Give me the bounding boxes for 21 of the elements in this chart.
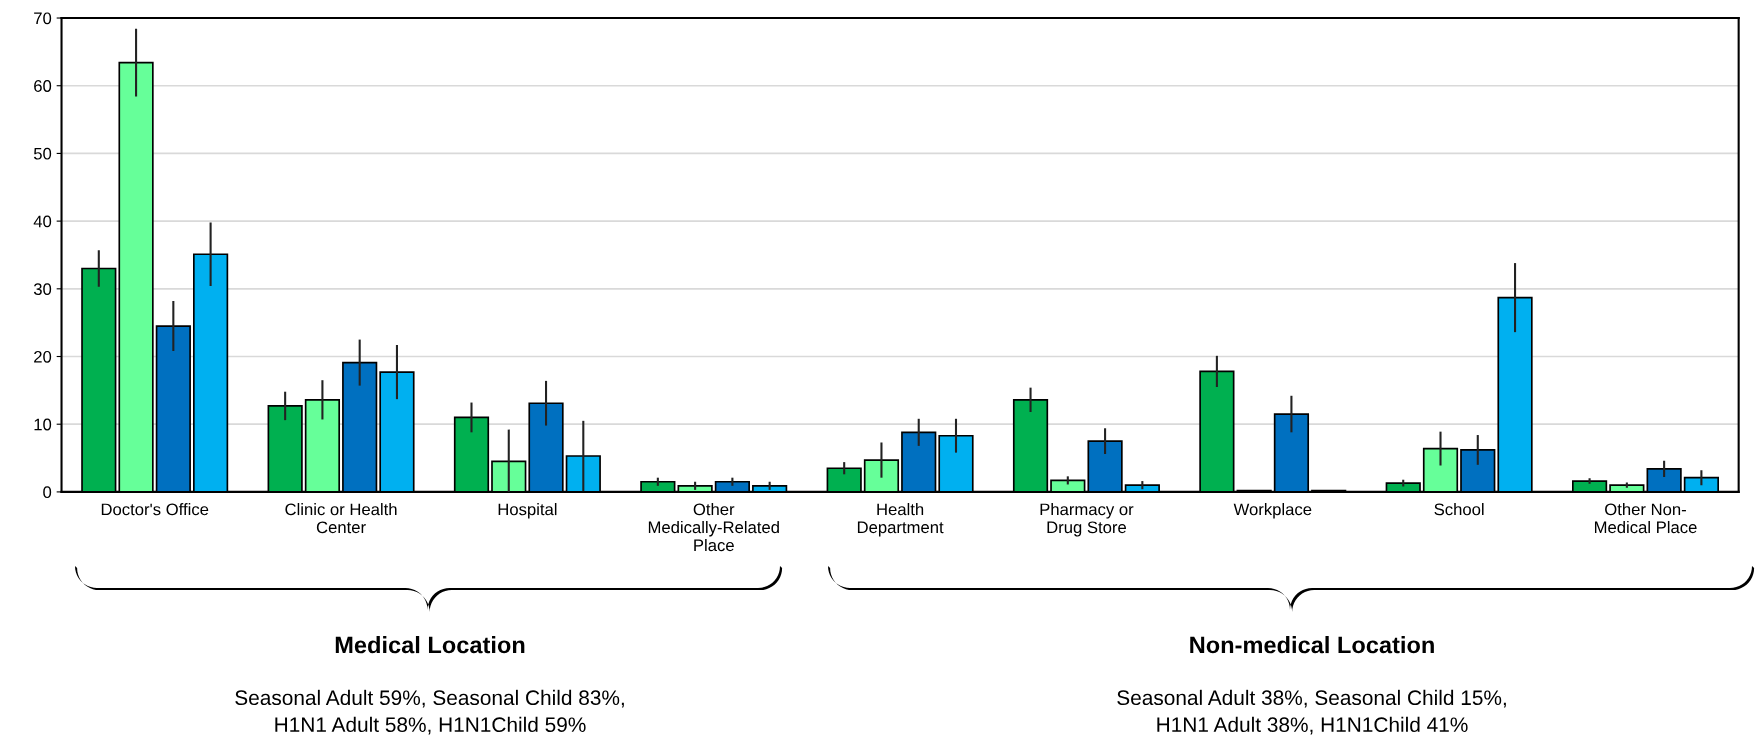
x-tick-label: Workplace [1233,503,1312,519]
text: Seasonal Adult 38%, Seasonal Child 15%, H1N1 Adult 38%, H1N1Child 41% [1117,689,1506,735]
x-tick-label: Clinic or Health Center [285,503,397,534]
y-tick-label: 0 [43,486,52,499]
y-tick-label: 70 [34,12,52,25]
x-tick-label: Other Non- Medical Place [1594,503,1697,534]
x-tick-label: Pharmacy or Drug Store [1040,503,1134,537]
text: Medical Location [335,635,525,654]
y-tick-label: 60 [34,80,52,92]
x-tick-label: Health Department [857,503,944,537]
x-tick-label: Hospital [498,503,557,519]
x-tick-label: Doctor's Office [101,503,209,516]
y-tick-label: 40 [33,215,52,228]
y-tick-label: 10 [34,418,52,431]
y-tick-label: 50 [33,147,52,160]
y-tick-label: 20 [34,350,52,363]
text: Non-medical Location [1190,635,1434,654]
x-tick-label: Other Medically-Related Place [648,503,779,552]
text: Seasonal Adult 59%, Seasonal Child 83%, H1N1 Adult 58%, H1N1Child 59% [235,689,624,735]
y-tick-label: 30 [33,283,52,296]
x-tick-label: School [1434,503,1484,516]
